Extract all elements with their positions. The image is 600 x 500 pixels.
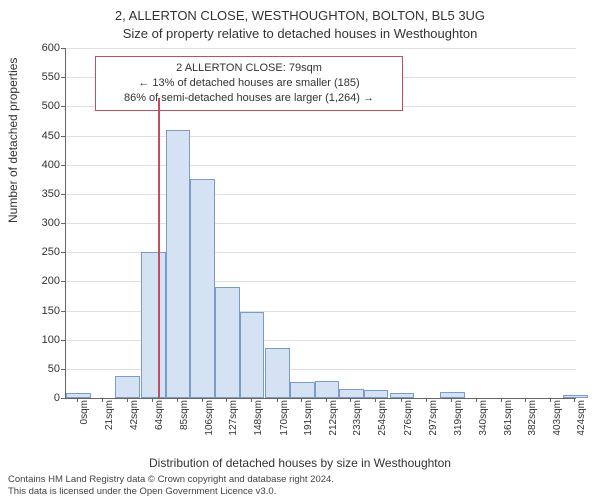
y-tick-mark <box>61 281 65 282</box>
x-tick-mark <box>550 398 551 402</box>
x-tick-mark <box>574 398 575 402</box>
x-tick-label: 0sqm <box>79 400 90 440</box>
gridline <box>66 136 576 137</box>
x-tick-mark <box>152 398 153 402</box>
y-tick-mark <box>61 398 65 399</box>
histogram-bar <box>339 389 364 398</box>
histogram-bar <box>265 348 290 398</box>
histogram-bar <box>115 376 140 398</box>
x-tick-mark <box>326 398 327 402</box>
gridline <box>66 48 576 49</box>
x-tick-mark <box>251 398 252 402</box>
x-tick-mark <box>476 398 477 402</box>
x-tick-mark <box>375 398 376 402</box>
annotation-line-3: 86% of semi-detached houses are larger (… <box>104 91 394 106</box>
y-tick-label: 500 <box>25 100 60 112</box>
y-tick-mark <box>61 252 65 253</box>
histogram-bar <box>166 130 191 398</box>
x-tick-label: 106sqm <box>204 400 215 440</box>
x-tick-mark <box>226 398 227 402</box>
y-tick-label: 300 <box>25 217 60 229</box>
y-tick-mark <box>61 194 65 195</box>
x-tick-label: 148sqm <box>253 400 264 440</box>
x-tick-mark <box>451 398 452 402</box>
x-tick-label: 212sqm <box>328 400 339 440</box>
gridline <box>66 165 576 166</box>
x-tick-mark <box>127 398 128 402</box>
footnote-line-2: This data is licensed under the Open Gov… <box>8 486 276 497</box>
y-tick-mark <box>61 223 65 224</box>
y-tick-mark <box>61 340 65 341</box>
x-tick-label: 403sqm <box>552 400 563 440</box>
x-tick-label: 233sqm <box>352 400 363 440</box>
gridline <box>66 223 576 224</box>
property-marker-line <box>158 98 160 398</box>
y-tick-mark <box>61 106 65 107</box>
y-tick-label: 50 <box>25 363 60 375</box>
footnote: Contains HM Land Registry data © Crown c… <box>8 474 592 498</box>
gridline <box>66 194 576 195</box>
annotation-box: 2 ALLERTON CLOSE: 79sqm ← 13% of detache… <box>95 56 403 111</box>
y-tick-label: 400 <box>25 159 60 171</box>
x-tick-label: 191sqm <box>303 400 314 440</box>
x-tick-mark <box>277 398 278 402</box>
y-tick-label: 250 <box>25 246 60 258</box>
x-tick-mark <box>301 398 302 402</box>
footnote-line-1: Contains HM Land Registry data © Crown c… <box>8 474 334 485</box>
x-tick-mark <box>177 398 178 402</box>
x-tick-label: 64sqm <box>154 400 165 440</box>
x-tick-mark <box>426 398 427 402</box>
x-tick-label: 254sqm <box>377 400 388 440</box>
x-tick-mark <box>202 398 203 402</box>
x-tick-label: 319sqm <box>453 400 464 440</box>
y-tick-label: 450 <box>25 130 60 142</box>
y-tick-mark <box>61 48 65 49</box>
histogram-bar <box>215 287 240 398</box>
y-tick-mark <box>61 165 65 166</box>
y-tick-label: 0 <box>25 392 60 404</box>
y-tick-label: 350 <box>25 188 60 200</box>
histogram-bar <box>240 312 265 398</box>
x-tick-label: 85sqm <box>179 400 190 440</box>
x-tick-mark <box>350 398 351 402</box>
x-tick-mark <box>102 398 103 402</box>
x-axis-label: Distribution of detached houses by size … <box>0 456 600 470</box>
x-tick-label: 361sqm <box>503 400 514 440</box>
x-tick-label: 21sqm <box>104 400 115 440</box>
y-tick-label: 200 <box>25 275 60 287</box>
x-tick-mark <box>525 398 526 402</box>
histogram-bar <box>190 179 215 398</box>
annotation-line-1: 2 ALLERTON CLOSE: 79sqm <box>104 61 394 76</box>
y-tick-label: 550 <box>25 71 60 83</box>
x-tick-label: 127sqm <box>228 400 239 440</box>
y-axis-label: Number of detached properties <box>6 58 20 223</box>
x-tick-mark <box>77 398 78 402</box>
histogram-bar <box>315 381 340 399</box>
x-tick-label: 42sqm <box>129 400 140 440</box>
y-tick-mark <box>61 77 65 78</box>
y-tick-label: 100 <box>25 334 60 346</box>
x-tick-label: 276sqm <box>403 400 414 440</box>
chart-title-subtitle: Size of property relative to detached ho… <box>0 26 600 41</box>
x-tick-mark <box>401 398 402 402</box>
y-tick-mark <box>61 136 65 137</box>
chart-title-address: 2, ALLERTON CLOSE, WESTHOUGHTON, BOLTON,… <box>0 8 600 23</box>
x-tick-label: 340sqm <box>478 400 489 440</box>
y-tick-label: 600 <box>25 42 60 54</box>
x-tick-mark <box>501 398 502 402</box>
histogram-bar <box>364 390 389 398</box>
histogram-bar <box>66 393 91 398</box>
x-tick-label: 382sqm <box>527 400 538 440</box>
y-tick-label: 150 <box>25 305 60 317</box>
x-tick-label: 297sqm <box>428 400 439 440</box>
y-tick-mark <box>61 311 65 312</box>
y-tick-mark <box>61 369 65 370</box>
histogram-bar <box>290 382 315 398</box>
histogram-bar <box>440 392 465 398</box>
annotation-line-2: ← 13% of detached houses are smaller (18… <box>104 76 394 91</box>
histogram-bar <box>141 252 166 398</box>
x-tick-label: 424sqm <box>576 400 587 440</box>
x-tick-label: 170sqm <box>279 400 290 440</box>
